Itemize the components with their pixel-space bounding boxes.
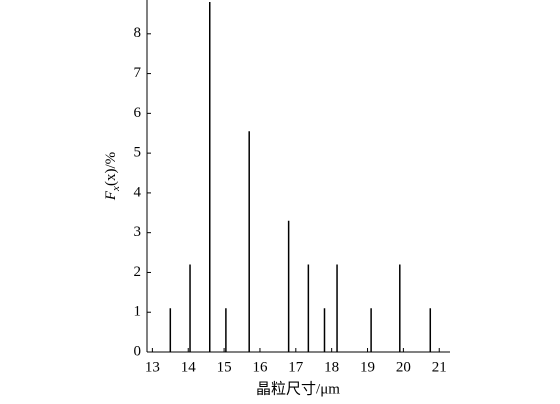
y-tick-label: 7 — [134, 65, 142, 81]
x-axis-label: 晶粒尺寸/μm — [256, 380, 340, 397]
x-tick-label: 15 — [217, 359, 232, 375]
y-label-main: F — [103, 190, 119, 201]
y-tick-label: 4 — [134, 184, 142, 200]
y-axis-label: Fx(x)/% — [103, 152, 121, 201]
x-tick-label: 19 — [360, 359, 375, 375]
y-tick-label: 0 — [134, 343, 142, 359]
x-tick-label: 16 — [252, 359, 268, 375]
x-tick-label: 13 — [145, 359, 160, 375]
x-tick-label: 14 — [181, 359, 197, 375]
y-tick-label: 3 — [134, 224, 142, 240]
x-tick-label: 21 — [432, 359, 447, 375]
x-tick-label: 17 — [288, 359, 304, 375]
y-tick-label: 8 — [134, 25, 142, 41]
x-tick-label: 20 — [396, 359, 411, 375]
x-tick-label: 18 — [324, 359, 339, 375]
y-tick-label: 6 — [134, 105, 142, 121]
y-label-sub: x — [110, 186, 122, 192]
y-label-rest: (x)/% — [103, 152, 119, 186]
y-tick-label: 1 — [134, 304, 142, 320]
y-tick-label: 2 — [134, 264, 142, 280]
y-tick-label: 5 — [134, 145, 142, 161]
